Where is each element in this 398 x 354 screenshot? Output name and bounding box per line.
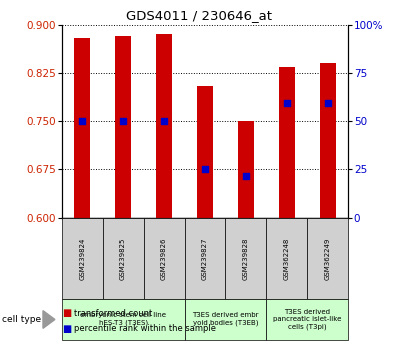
Text: GSM239826: GSM239826 bbox=[161, 237, 167, 280]
Text: cell type: cell type bbox=[2, 315, 41, 324]
Text: GSM362249: GSM362249 bbox=[325, 237, 331, 280]
Text: T3ES derived
pancreatic islet-like
cells (T3pi): T3ES derived pancreatic islet-like cells… bbox=[273, 309, 341, 330]
Bar bbox=[279, 67, 295, 218]
Point bbox=[161, 118, 167, 124]
Text: GSM239824: GSM239824 bbox=[79, 237, 85, 280]
Text: GSM239827: GSM239827 bbox=[202, 237, 208, 280]
Point bbox=[243, 173, 249, 179]
Point bbox=[202, 167, 208, 172]
Text: embryonic stem cell line
hES-T3 (T3ES): embryonic stem cell line hES-T3 (T3ES) bbox=[80, 313, 166, 326]
Point bbox=[120, 118, 126, 124]
Text: transformed count: transformed count bbox=[74, 309, 152, 318]
Text: GSM239825: GSM239825 bbox=[120, 237, 126, 280]
Point bbox=[325, 101, 331, 106]
Text: ■: ■ bbox=[62, 308, 71, 318]
Text: GSM239828: GSM239828 bbox=[243, 237, 249, 280]
Text: percentile rank within the sample: percentile rank within the sample bbox=[74, 324, 216, 333]
Bar bbox=[197, 86, 213, 218]
Bar bbox=[320, 63, 336, 218]
Text: GSM362248: GSM362248 bbox=[284, 237, 290, 280]
Bar bbox=[74, 38, 90, 218]
Text: ■: ■ bbox=[62, 324, 71, 333]
Bar bbox=[238, 121, 254, 218]
Point bbox=[284, 101, 290, 106]
Bar bbox=[115, 36, 131, 218]
Text: GDS4011 / 230646_at: GDS4011 / 230646_at bbox=[126, 9, 272, 22]
Bar bbox=[156, 34, 172, 218]
Text: T3ES derived embr
yoid bodies (T3EB): T3ES derived embr yoid bodies (T3EB) bbox=[192, 313, 259, 326]
Point bbox=[79, 118, 85, 124]
